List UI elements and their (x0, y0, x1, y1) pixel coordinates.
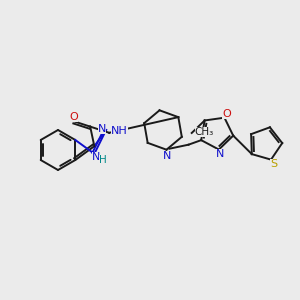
Text: N: N (92, 152, 100, 162)
Text: N: N (163, 151, 172, 161)
Text: N: N (216, 148, 224, 158)
Text: O: O (222, 109, 231, 119)
Text: O: O (70, 112, 78, 122)
Text: S: S (271, 159, 278, 169)
Text: CH₃: CH₃ (195, 127, 214, 137)
Text: NH: NH (111, 126, 128, 136)
Text: N: N (98, 124, 106, 134)
Text: H: H (100, 155, 107, 165)
